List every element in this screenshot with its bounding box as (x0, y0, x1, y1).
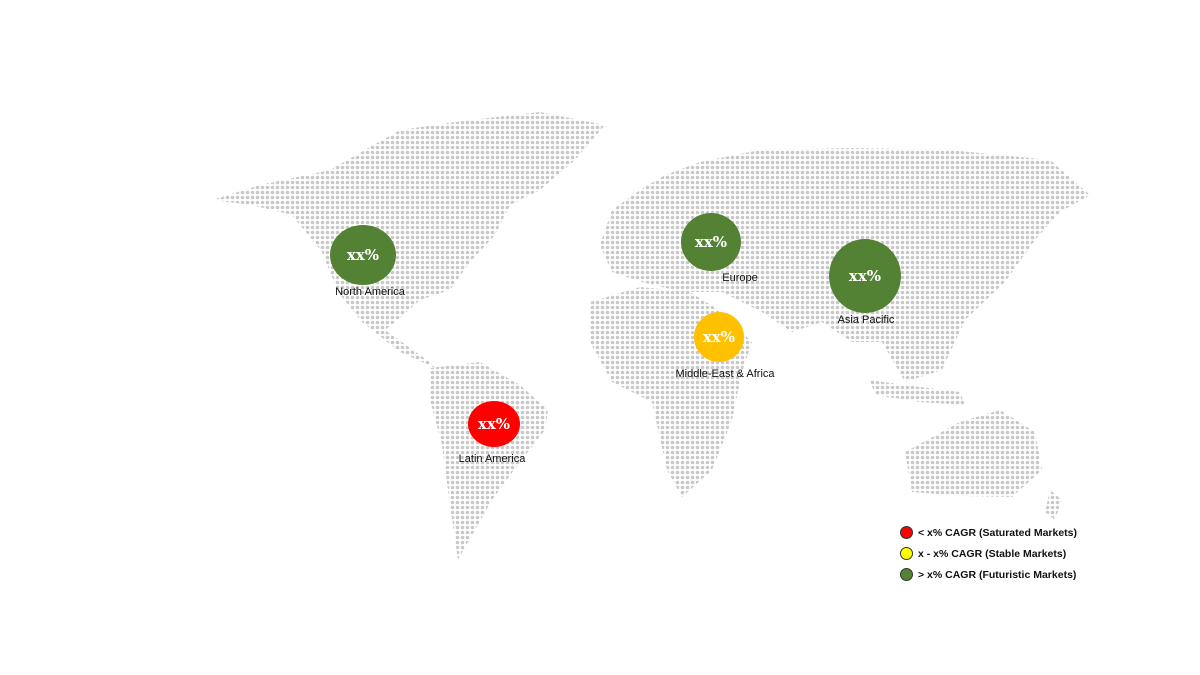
landmass-north-america (212, 112, 605, 370)
bubble-value-europe: xx% (695, 233, 727, 251)
legend-item: x - x% CAGR (Stable Markets) (900, 543, 1077, 564)
legend: < x% CAGR (Saturated Markets) x - x% CAG… (900, 522, 1077, 585)
bubble-value-asia-pacific: xx% (849, 267, 881, 285)
bubble-europe (681, 213, 741, 271)
region-label-middle-east-africa: Middle-East & Africa (675, 368, 775, 380)
bubble-north-america (330, 225, 396, 285)
bubble-latin-america (468, 401, 520, 447)
region-label-latin-america: Latin America (458, 453, 526, 465)
region-label-north-america: North America (335, 286, 405, 298)
legend-swatch (900, 547, 913, 560)
legend-item: > x% CAGR (Futuristic Markets) (900, 564, 1077, 585)
landmass-indonesia (870, 380, 965, 405)
legend-label: > x% CAGR (Futuristic Markets) (918, 568, 1077, 581)
legend-label: < x% CAGR (Saturated Markets) (918, 526, 1078, 539)
bubble-value-latin-america: xx% (478, 415, 510, 433)
bubble-middle-east-africa (694, 312, 744, 362)
region-label-asia-pacific: Asia Pacific (837, 314, 895, 326)
landmass-new-zealand (1045, 490, 1062, 520)
region-label-europe: Europe (722, 272, 758, 284)
legend-item: < x% CAGR (Saturated Markets) (900, 522, 1077, 543)
landmass-south-america (430, 362, 548, 560)
landmass-australia (905, 410, 1042, 497)
legend-swatch (900, 526, 913, 539)
bubble-value-middle-east-africa: xx% (703, 328, 735, 346)
bubble-asia-pacific (829, 239, 901, 313)
legend-swatch (900, 568, 913, 581)
legend-label: x - x% CAGR (Stable Markets) (918, 547, 1067, 560)
bubble-value-north-america: xx% (347, 246, 379, 264)
